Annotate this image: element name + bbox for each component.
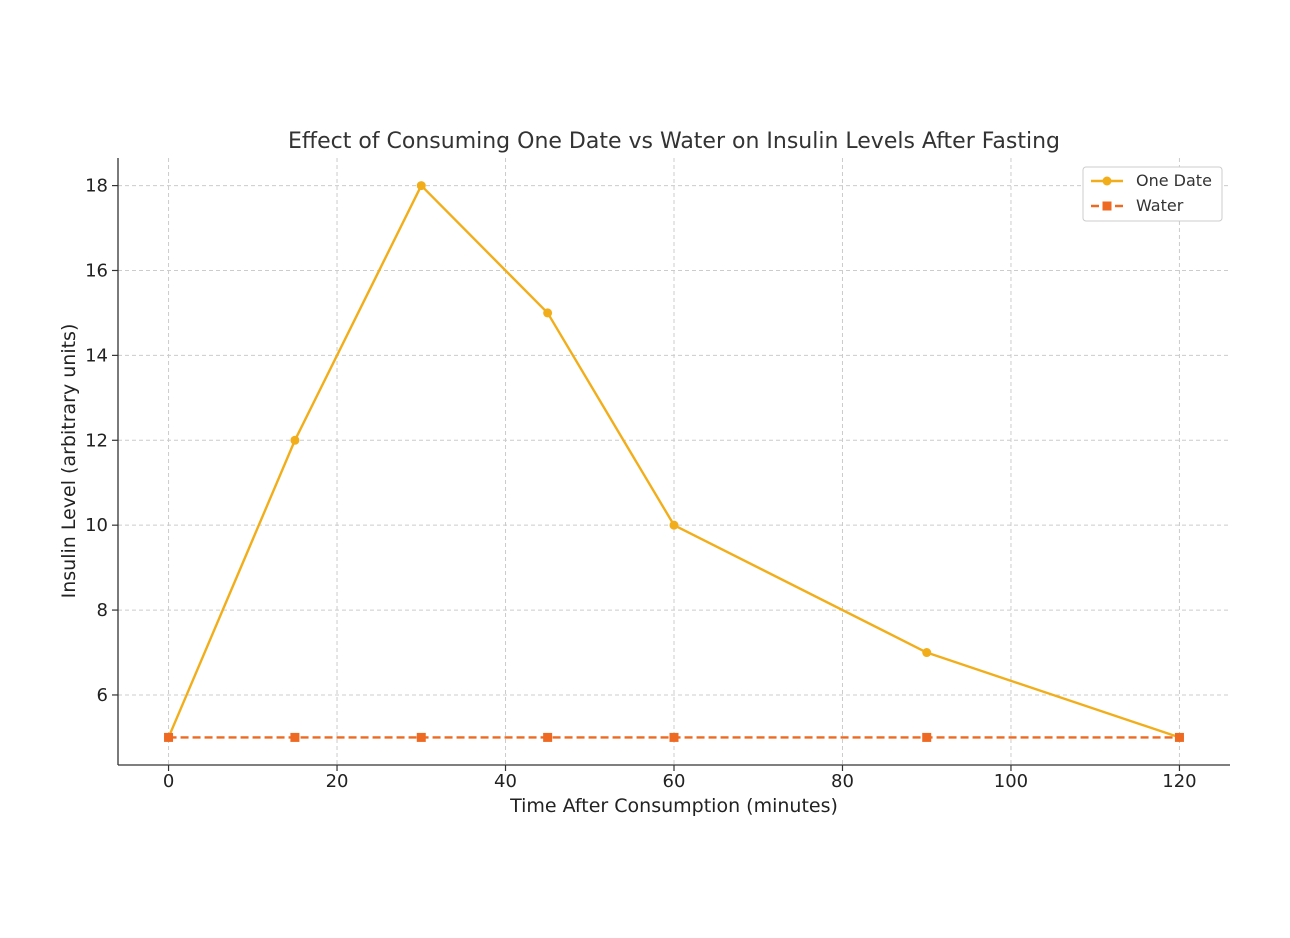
y-tick-label: 8 — [97, 600, 108, 621]
data-point-one-date — [290, 435, 300, 445]
y-axis-ticks: 6 8 10 12 14 16 18 — [85, 176, 118, 706]
data-point-one-date — [416, 181, 426, 191]
data-point-water — [416, 732, 426, 742]
grid — [118, 158, 1230, 765]
y-tick-label: 12 — [85, 430, 108, 451]
x-tick-label: 120 — [1162, 771, 1196, 792]
legend-label-water: Water — [1136, 196, 1184, 215]
legend: One Date Water — [1082, 166, 1223, 222]
legend-marker-water — [1102, 201, 1112, 211]
y-tick-label: 10 — [85, 515, 108, 536]
series-water — [164, 732, 1184, 742]
data-point-one-date — [922, 648, 932, 658]
legend-label-one-date: One Date — [1136, 171, 1212, 190]
x-tick-label: 100 — [994, 771, 1028, 792]
series-layer — [164, 181, 1184, 742]
y-tick-label: 6 — [97, 685, 108, 706]
y-tick-label: 16 — [85, 260, 108, 281]
y-tick-label: 14 — [85, 345, 108, 366]
legend-item-one-date: One Date — [1091, 171, 1212, 190]
x-tick-label: 80 — [831, 771, 854, 792]
y-tick-label: 18 — [85, 176, 108, 197]
legend-marker-one-date — [1102, 176, 1112, 186]
legend-item-water: Water — [1091, 196, 1184, 215]
data-point-water — [543, 732, 553, 742]
x-tick-label: 60 — [663, 771, 686, 792]
chart-title: Effect of Consuming One Date vs Water on… — [288, 129, 1060, 154]
data-point-water — [164, 732, 174, 742]
data-point-water — [1174, 732, 1184, 742]
x-axis-ticks: 0 20 40 60 80 100 120 — [163, 765, 1197, 792]
data-point-water — [669, 732, 679, 742]
x-axis-title: Time After Consumption (minutes) — [509, 795, 838, 817]
data-point-one-date — [669, 520, 679, 530]
data-point-water — [290, 732, 300, 742]
y-axis-title: Insulin Level (arbitrary units) — [58, 324, 80, 599]
data-point-water — [922, 732, 932, 742]
x-tick-label: 40 — [494, 771, 517, 792]
x-tick-label: 20 — [326, 771, 349, 792]
data-point-one-date — [543, 308, 553, 318]
x-tick-label: 0 — [163, 771, 174, 792]
